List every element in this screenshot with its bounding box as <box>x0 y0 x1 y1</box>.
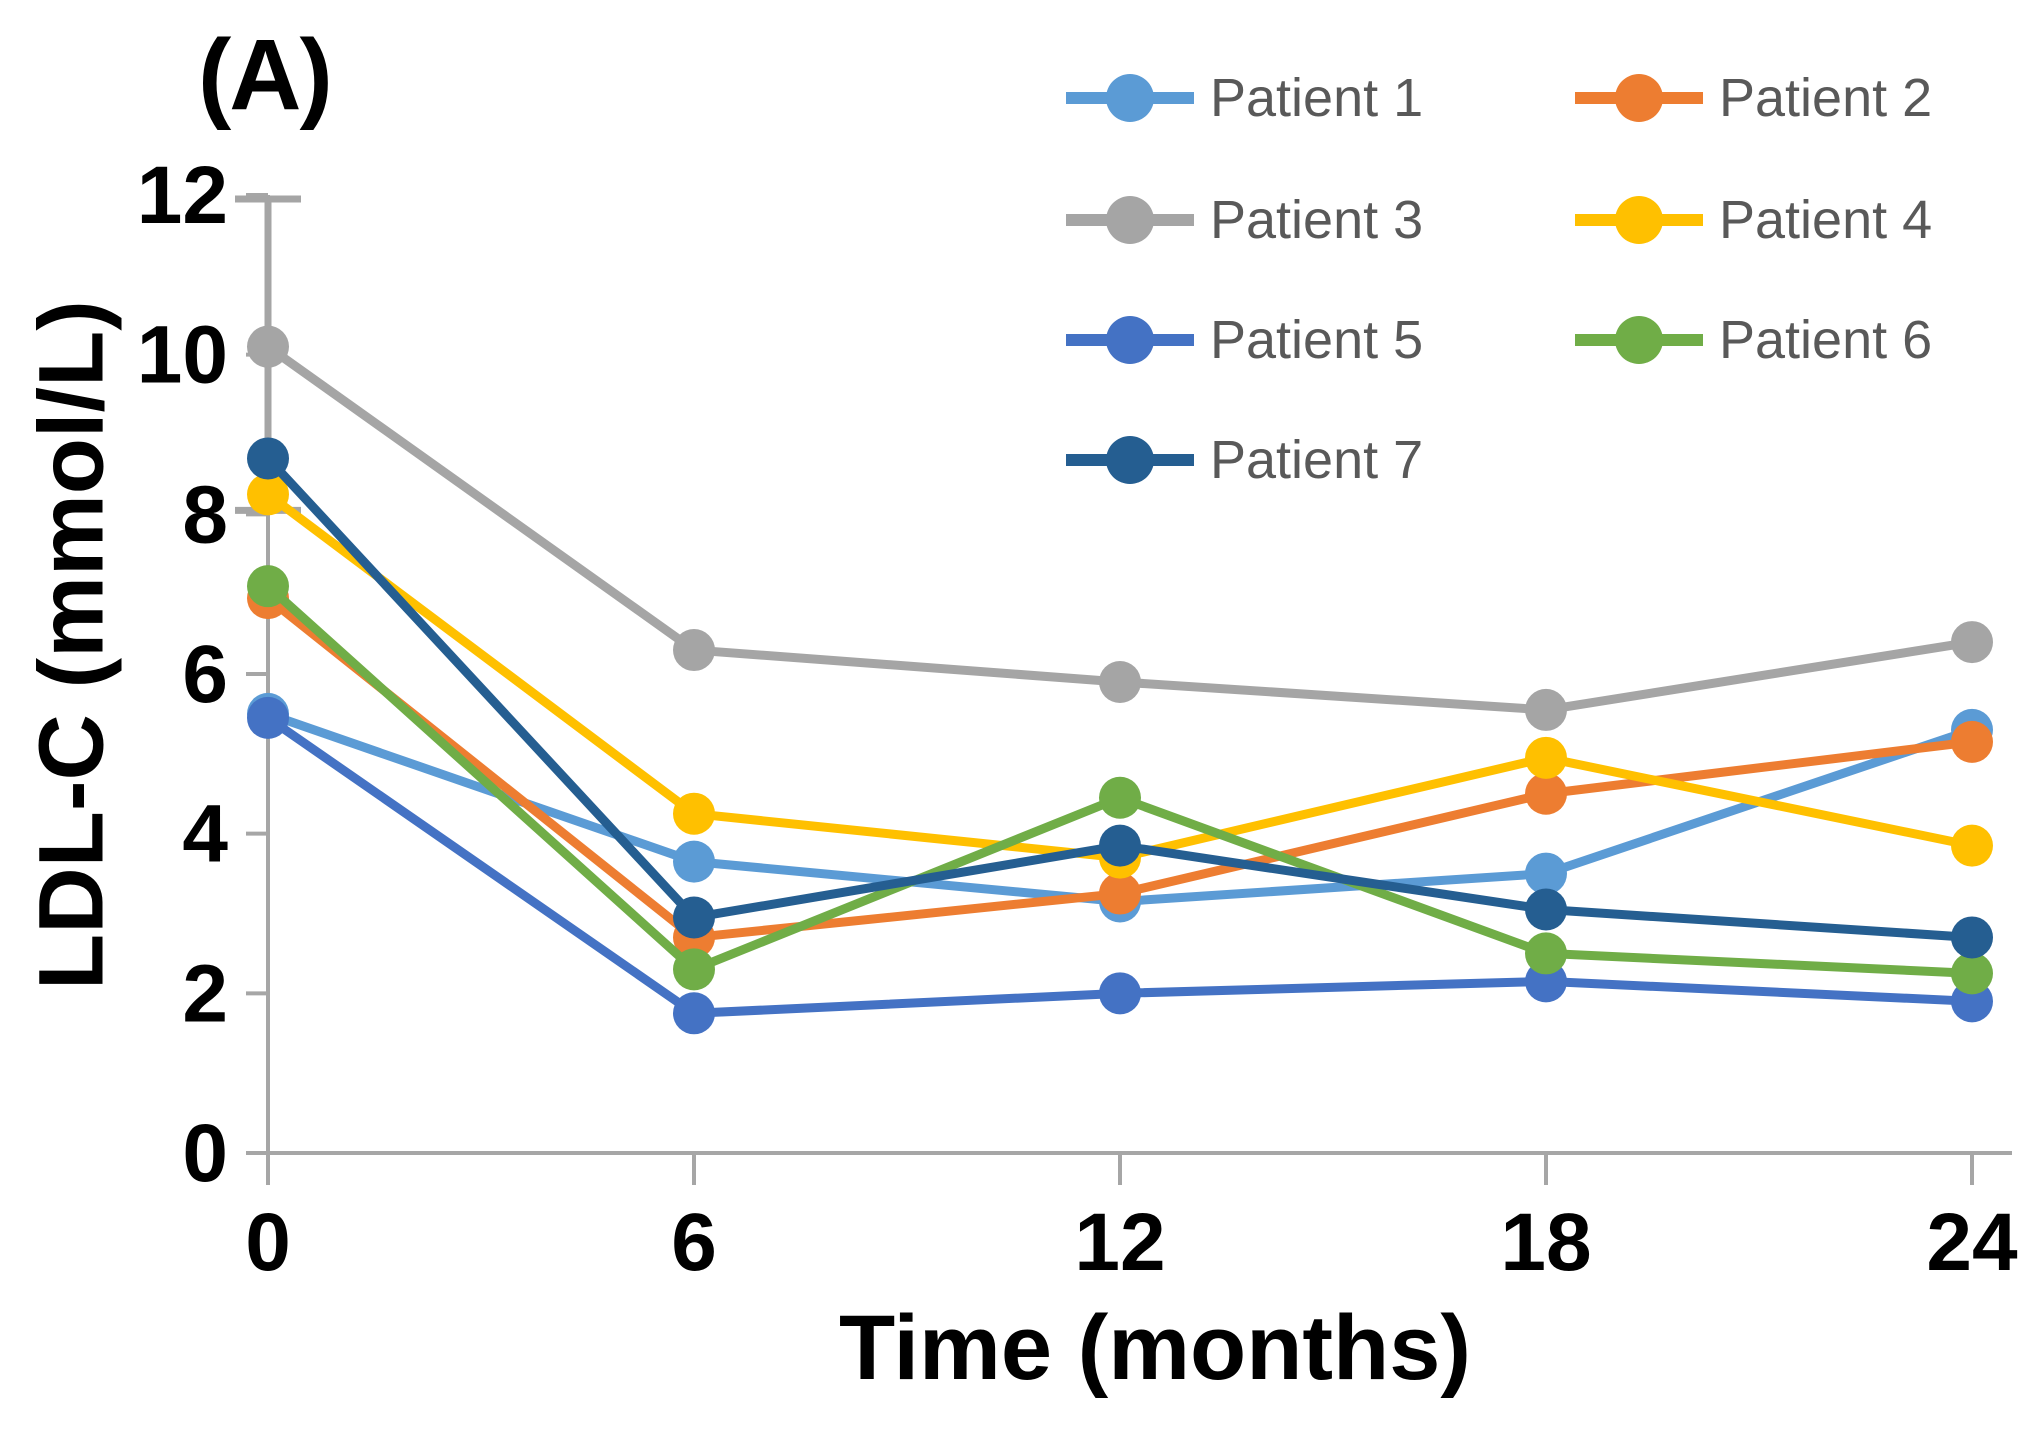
series-marker-3 <box>247 325 289 368</box>
series-marker-6 <box>1951 952 1993 995</box>
legend-marker-icon <box>1066 316 1194 364</box>
series-marker-6 <box>673 948 715 991</box>
x-tick-label: 12 <box>1074 1197 1165 1288</box>
series-marker-2 <box>1525 772 1567 815</box>
x-tick-label: 24 <box>1926 1197 2018 1288</box>
legend-item-patient-5: Patient 5 <box>1066 310 1424 370</box>
legend-item-patient-1: Patient 1 <box>1066 68 1424 128</box>
legend-label: Patient 1 <box>1210 68 1424 128</box>
series-marker-1 <box>673 840 715 883</box>
series-marker-4 <box>1951 824 1993 867</box>
y-tick-label: 2 <box>182 948 228 1039</box>
legend-label: Patient 3 <box>1210 190 1424 250</box>
series-marker-2 <box>1099 872 1141 915</box>
legend-item-patient-6: Patient 6 <box>1575 310 1933 370</box>
legend-marker-icon <box>1575 196 1703 244</box>
panel-label: (A) <box>198 19 333 131</box>
legend-label: Patient 4 <box>1719 190 1933 250</box>
x-tick-label: 6 <box>671 1197 717 1288</box>
legend-marker-icon <box>1575 316 1703 364</box>
legend-label: Patient 5 <box>1210 310 1424 370</box>
series-marker-3 <box>1099 660 1141 703</box>
series-marker-6 <box>1525 932 1567 975</box>
x-tick-label: 0 <box>245 1197 291 1288</box>
legend-item-patient-7: Patient 7 <box>1066 430 1424 490</box>
series-marker-4 <box>673 792 715 835</box>
series-marker-5 <box>247 696 289 739</box>
legend-marker-icon <box>1575 74 1703 122</box>
series-marker-7 <box>1525 888 1567 931</box>
series-marker-5 <box>1099 972 1141 1015</box>
series-marker-1 <box>1525 852 1567 895</box>
series-marker-7 <box>1099 824 1141 867</box>
series-marker-3 <box>1951 621 1993 664</box>
legend-marker-icon <box>1066 436 1194 484</box>
legend-item-patient-2: Patient 2 <box>1575 68 1933 128</box>
y-tick-label: 0 <box>182 1108 228 1199</box>
series-marker-2 <box>1951 720 1993 763</box>
series-marker-7 <box>673 896 715 939</box>
series-marker-7 <box>247 437 289 480</box>
series-marker-6 <box>247 565 289 608</box>
legend-label: Patient 2 <box>1719 68 1933 128</box>
legend-marker-icon <box>1066 74 1194 122</box>
y-tick-label: 6 <box>182 629 228 720</box>
x-tick-label: 18 <box>1500 1197 1591 1288</box>
x-axis-title: Time (months) <box>838 1297 1472 1399</box>
series-marker-3 <box>1525 688 1567 731</box>
y-tick-label: 10 <box>137 310 228 401</box>
legend-marker-icon <box>1066 196 1194 244</box>
series-marker-6 <box>1099 776 1141 819</box>
y-axis-title: LDL-C (mmol/L) <box>20 300 123 990</box>
legend-item-patient-4: Patient 4 <box>1575 190 1933 250</box>
legend-label: Patient 7 <box>1210 430 1424 490</box>
legend-item-patient-3: Patient 3 <box>1066 190 1424 250</box>
y-tick-label: 12 <box>137 150 228 241</box>
legend-label: Patient 6 <box>1719 310 1933 370</box>
series-marker-7 <box>1951 916 1993 959</box>
y-tick-label: 4 <box>182 789 228 880</box>
series-marker-4 <box>247 473 289 516</box>
series-line-3 <box>263 342 1977 715</box>
series-marker-4 <box>1525 736 1567 779</box>
series-marker-3 <box>673 629 715 672</box>
y-tick-label: 8 <box>182 469 228 560</box>
series-marker-5 <box>673 992 715 1035</box>
